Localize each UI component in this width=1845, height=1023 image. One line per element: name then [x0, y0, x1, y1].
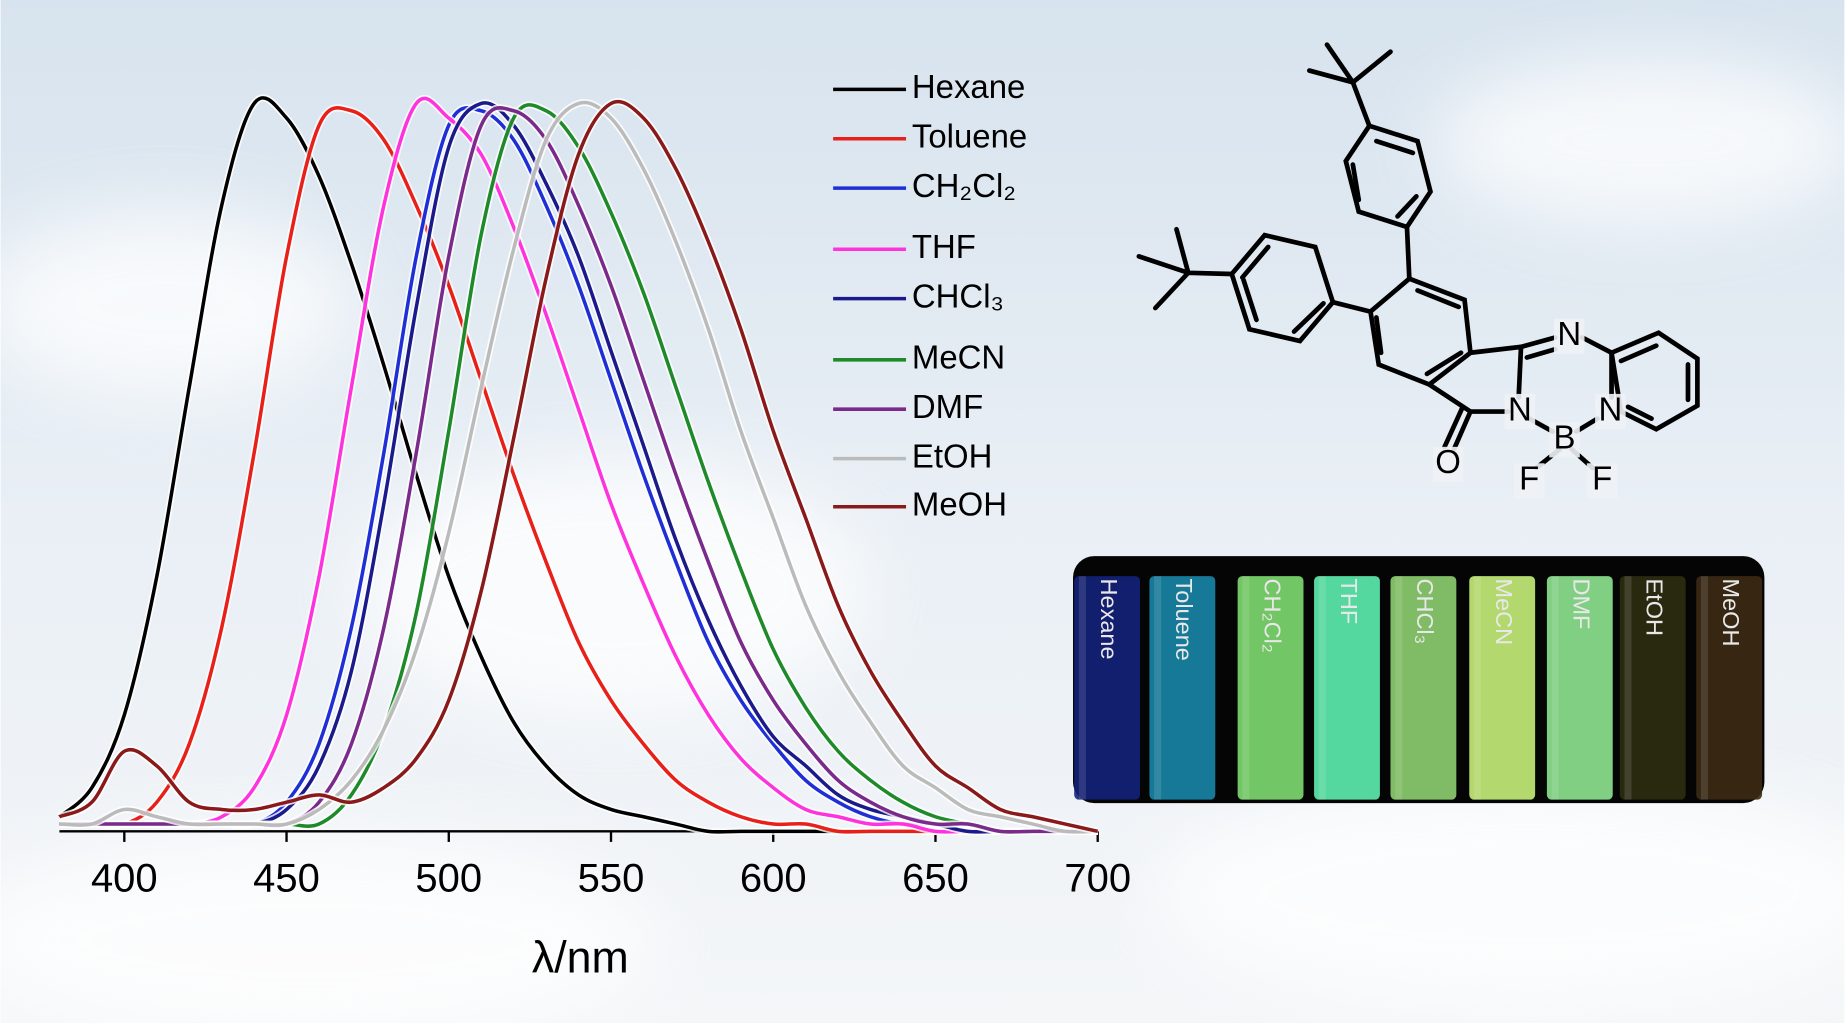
- vial-highlight: [1624, 576, 1632, 800]
- x-tick-label: 700: [1064, 856, 1131, 900]
- x-tick-label: 500: [415, 856, 482, 900]
- legend-label: Toluene: [912, 117, 1027, 154]
- vial: [1619, 576, 1686, 800]
- vial: [1237, 576, 1304, 800]
- vial-highlight: [1154, 576, 1162, 800]
- x-tick-label: 600: [740, 856, 807, 900]
- vial-highlight: [1395, 576, 1403, 800]
- vial: [1149, 576, 1216, 800]
- atom-label: N: [1557, 315, 1581, 352]
- vial: [1546, 576, 1613, 800]
- vial-label: CHCl₃: [1412, 579, 1438, 645]
- series-line: [59, 96, 1098, 834]
- vial: [1469, 576, 1536, 800]
- atom-label: F: [1519, 460, 1539, 497]
- legend-label: EtOH: [912, 437, 992, 474]
- vial-label: EtOH: [1642, 579, 1668, 636]
- vial-label: CH₂Cl₂: [1259, 579, 1285, 653]
- series-line: [58, 99, 1099, 834]
- vial-highlight: [1473, 576, 1482, 800]
- x-axis-label: λ/nm: [532, 933, 629, 982]
- vial-label: THF: [1336, 579, 1362, 625]
- atom-backdrop: [1513, 463, 1545, 499]
- x-tick-label: 450: [253, 856, 320, 900]
- clouds: [0, 58, 1845, 1023]
- legend-label: THF: [912, 228, 976, 265]
- vial: [1074, 576, 1141, 800]
- vial-highlight: [1242, 576, 1250, 800]
- atom-backdrop: [1595, 393, 1626, 430]
- vial-label: MeCN: [1491, 579, 1517, 646]
- atom-label: F: [1592, 460, 1612, 497]
- legend-label: DMF: [912, 388, 983, 425]
- series-line: [59, 106, 1098, 834]
- vial-label: Hexane: [1096, 579, 1122, 660]
- x-tick-label: 550: [578, 856, 645, 900]
- atom-backdrop: [1549, 422, 1580, 458]
- vial-label: DMF: [1569, 579, 1595, 630]
- legend-label: CHCl₃: [912, 277, 1004, 314]
- molecule-structure: [1136, 42, 1700, 471]
- legend-label: MeOH: [912, 485, 1007, 522]
- atom-label: B: [1554, 418, 1576, 455]
- vial-highlight: [1551, 576, 1559, 800]
- x-tick-label: 400: [91, 856, 158, 900]
- vial: [1390, 576, 1457, 800]
- vial-label: Toluene: [1171, 579, 1197, 661]
- vial-highlight: [1078, 576, 1086, 800]
- vial-label: MeOH: [1718, 579, 1744, 647]
- atom-label: O: [1435, 443, 1461, 480]
- series-line: [59, 100, 1098, 834]
- vial-highlight: [1700, 576, 1708, 800]
- vial-highlight: [1318, 576, 1326, 800]
- atom-label: N: [1598, 390, 1622, 427]
- vial: [1314, 576, 1380, 800]
- atom-label: N: [1508, 390, 1532, 427]
- legend-label: CH₂Cl₂: [912, 167, 1016, 204]
- legend-label: Hexane: [912, 68, 1025, 105]
- atom-backdrop: [1504, 393, 1536, 430]
- legend-label: MeCN: [912, 339, 1005, 376]
- x-tick-label: 650: [902, 856, 969, 900]
- atom-backdrop: [1553, 318, 1585, 354]
- atom-backdrop: [1432, 446, 1464, 483]
- atom-backdrop: [1586, 463, 1618, 499]
- vial: [1696, 576, 1763, 800]
